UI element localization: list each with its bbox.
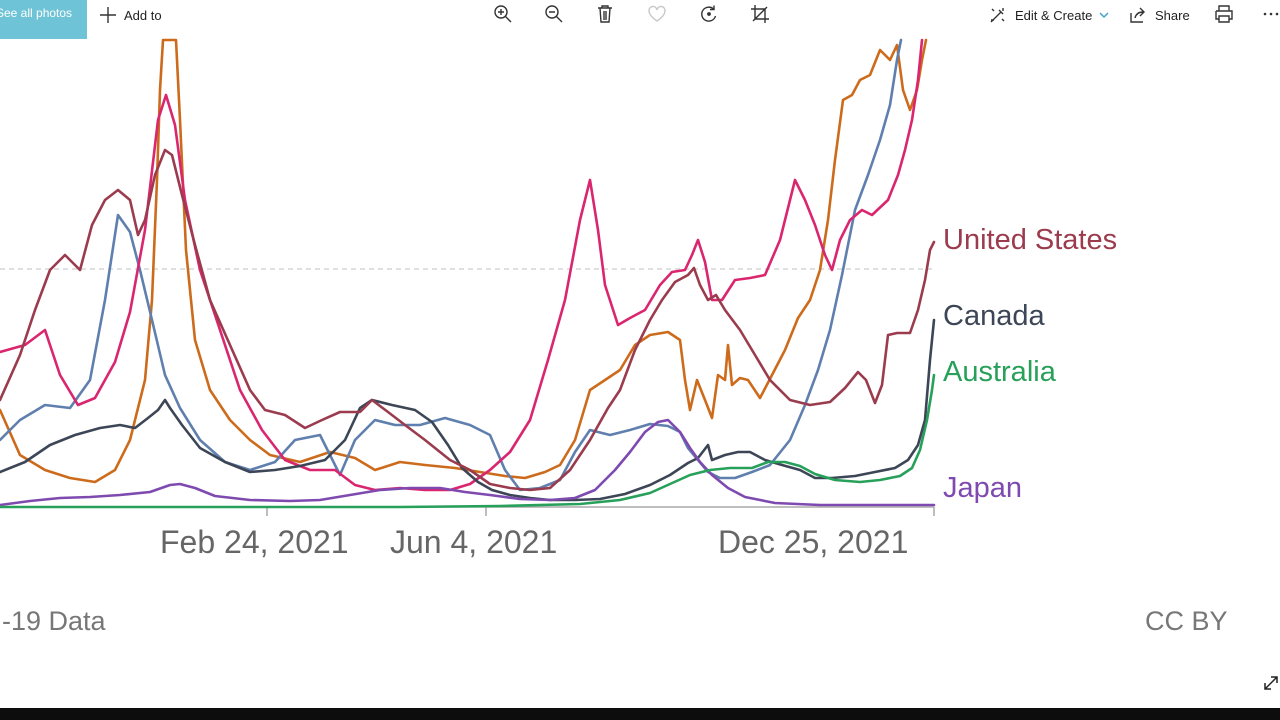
series-line-canada (0, 318, 936, 502)
series-lines (0, 38, 936, 509)
edit-create-button[interactable]: Edit & Create (989, 4, 1110, 26)
print-icon[interactable] (1213, 3, 1235, 25)
x-tick-label: Feb 24, 2021 (160, 524, 349, 560)
share-label: Share (1155, 7, 1190, 23)
x-tick-label: Dec 25, 2021 (718, 524, 909, 560)
share-icon (1130, 7, 1145, 23)
photo-toolbar (0, 0, 1280, 30)
see-all-photos-label: See all photos (0, 6, 73, 20)
series-line-orange (0, 38, 928, 484)
series-label-canada: Canada (943, 300, 1045, 332)
favorite-icon[interactable] (646, 3, 668, 25)
series-line-magenta (0, 38, 924, 492)
delete-icon[interactable] (594, 3, 616, 25)
series-line-united-states (0, 148, 936, 492)
series-label-japan: Japan (943, 472, 1023, 504)
crop-icon[interactable] (749, 3, 771, 25)
series-label-united-states: United States (943, 224, 1118, 256)
license-text: CC BY (1145, 606, 1228, 636)
add-to-button[interactable]: Add to (99, 4, 162, 26)
series-line-australia (0, 373, 936, 509)
series-label-australia: Australia (943, 356, 1056, 388)
series-line-japan (0, 418, 936, 507)
rotate-icon[interactable] (698, 3, 720, 25)
zoom-out-icon[interactable] (543, 3, 565, 25)
zoom-in-icon[interactable] (492, 3, 514, 25)
x-tick-label: Jun 4, 2021 (390, 524, 558, 560)
chevron-down-icon (1099, 12, 1109, 18)
edit-create-icon (990, 8, 1005, 23)
add-to-label: Add to (124, 7, 162, 23)
edit-create-label: Edit & Create (1015, 7, 1093, 23)
share-button[interactable]: Share (1129, 4, 1190, 26)
expand-icon[interactable] (1262, 674, 1280, 692)
source-text: -19 Data (2, 606, 106, 636)
more-icon[interactable] (1260, 3, 1280, 25)
window-bottom-bar (0, 708, 1280, 720)
see-all-photos-button[interactable]: See all photos (0, 0, 87, 39)
plus-icon (100, 7, 116, 23)
